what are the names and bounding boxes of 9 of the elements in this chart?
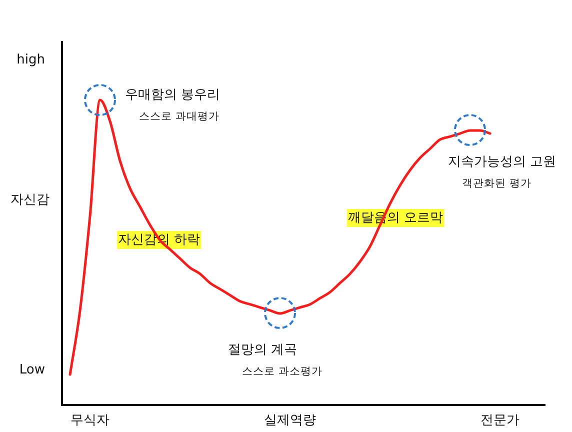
annotation: 지속가능성의 고원 객관화된 평가 xyxy=(448,154,556,190)
y-axis-title: 자신감 xyxy=(10,192,50,208)
x-tick-label: 전문가 xyxy=(480,413,520,428)
x-tick-label: 실제역량 xyxy=(264,413,316,428)
text: high xyxy=(16,52,45,68)
annotation: 우매함의 봉우리 스스로 과대평가 xyxy=(125,87,220,123)
text: Low xyxy=(19,362,46,378)
x-tick-label: 무식자 xyxy=(70,413,110,428)
annotation: 절망의 계곡 스스로 과소평가 xyxy=(228,342,322,378)
